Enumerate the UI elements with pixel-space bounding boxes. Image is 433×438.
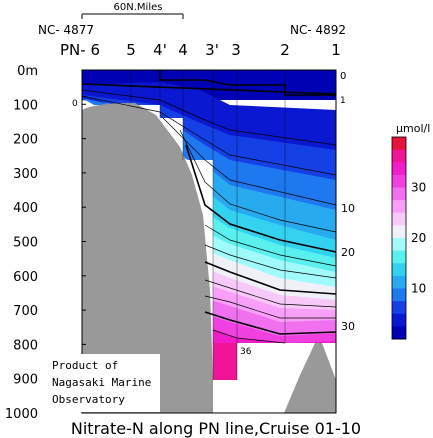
- colorbar-cell: [392, 162, 406, 176]
- contour-labels: 0 0 1 10 20 30 36: [72, 71, 355, 357]
- contour-thin-c: [159, 114, 337, 206]
- station-id-left: NC- 4877: [38, 23, 94, 37]
- colorbar-cell: [392, 326, 406, 340]
- contour-label: 0: [72, 99, 78, 109]
- colorbar-cell: [392, 149, 406, 163]
- band-11: [205, 298, 336, 340]
- contour-thin-d: [179, 129, 337, 233]
- y-tick-label: 600: [13, 270, 38, 285]
- contour-thin-h: [204, 295, 336, 319]
- colorbar-tick-label: 20: [411, 231, 426, 245]
- band-13: [213, 330, 336, 343]
- seafloor-right: [284, 343, 336, 413]
- contour-thick-20: [204, 261, 337, 295]
- colorbar-cell: [392, 174, 406, 188]
- scale-bar-label: 60N.Miles: [114, 2, 163, 13]
- y-tick-label: 100: [13, 98, 38, 113]
- station-label: 4: [178, 41, 188, 59]
- colorbar-cell: [392, 187, 406, 201]
- colorbar-cell: [392, 301, 406, 315]
- band-8: [205, 250, 336, 302]
- colorbar-cell: [392, 238, 406, 252]
- station-lines: [130, 70, 286, 380]
- contour-label: 36: [240, 347, 252, 357]
- band-14: [213, 343, 237, 380]
- credit-line-3: Observatory: [52, 393, 125, 406]
- contour-label: 0: [340, 71, 346, 82]
- contour-thin-e: [204, 224, 337, 267]
- credit-line-2: Nagasaki Marine: [52, 376, 151, 389]
- credit-line-1: Product of: [52, 359, 118, 372]
- colorbar-ticks: 30 20 10: [411, 181, 426, 296]
- contour-label: 30: [341, 320, 355, 333]
- band-5: [205, 190, 336, 262]
- station-label: 1: [331, 41, 341, 59]
- colorbar-unit: μmol/l: [396, 122, 430, 135]
- colorbar-cell: [392, 225, 406, 239]
- contour-label: 20: [341, 246, 355, 259]
- station-label: 3': [205, 41, 219, 59]
- band-10: [205, 284, 336, 326]
- seafloor-left: [82, 103, 213, 413]
- colorbar-cell: [392, 137, 406, 151]
- colorbar-tick-label: 10: [411, 282, 426, 296]
- credit-box: Product of Nagasaki Marine Observatory: [48, 354, 160, 412]
- y-tick-label: 400: [13, 201, 38, 216]
- contour-label: 1: [340, 96, 346, 106]
- station-labels: PN- 6 5 4' 4 3' 3 2 1: [60, 41, 341, 59]
- colorbar: μmol/l 30 20 10: [391, 122, 430, 340]
- band-2: [82, 95, 336, 185]
- y-tick-label: 800: [13, 338, 38, 353]
- station-id-right: NC- 4892: [290, 23, 346, 37]
- scale-bar: 60N.Miles: [81, 2, 184, 19]
- station-label: PN- 6: [60, 41, 100, 59]
- y-axis: 0m 100 200 300 400 500 600 700 800 900 1000: [5, 64, 86, 422]
- contour-thick-1: [81, 83, 337, 95]
- chart-title: Nitrate-N along PN line,Cruise 01-10: [71, 419, 361, 438]
- colorbar-cells: [392, 137, 406, 340]
- y-tick-label: 200: [13, 133, 38, 148]
- contour-thin-g: [204, 279, 337, 308]
- colorbar-cell: [392, 212, 406, 226]
- y-tick-label: 500: [13, 236, 38, 251]
- station-label: 2: [280, 41, 290, 59]
- contour-thin-a: [81, 89, 337, 146]
- colorbar-cell: [392, 275, 406, 289]
- y-tick-label: 0m: [17, 64, 38, 79]
- band-7: [205, 232, 336, 290]
- colorbar-cell: [392, 313, 406, 327]
- y-tick-label: 1000: [5, 407, 38, 422]
- station-label: 3: [231, 41, 241, 59]
- colorbar-cell: [392, 263, 406, 277]
- colorbar-tick-label: 30: [411, 181, 426, 195]
- y-tick-label: 700: [13, 304, 38, 319]
- band-1: [82, 82, 336, 160]
- plot-area: [81, 69, 337, 414]
- y-tick-label: 300: [13, 167, 38, 182]
- contour-thick-30: [204, 311, 337, 335]
- station-label: 4': [153, 41, 167, 59]
- colorbar-cell: [392, 288, 406, 302]
- band-9: [205, 268, 336, 312]
- station-label: 5: [126, 41, 136, 59]
- y-tick-label: 900: [13, 373, 38, 388]
- contour-thin-f: [204, 244, 337, 279]
- contour-thick-10: [185, 144, 337, 253]
- contour-thin-b: [81, 95, 337, 176]
- colorbar-cell: [392, 250, 406, 264]
- colorbar-cell: [392, 200, 406, 214]
- contour-label: 10: [341, 202, 355, 215]
